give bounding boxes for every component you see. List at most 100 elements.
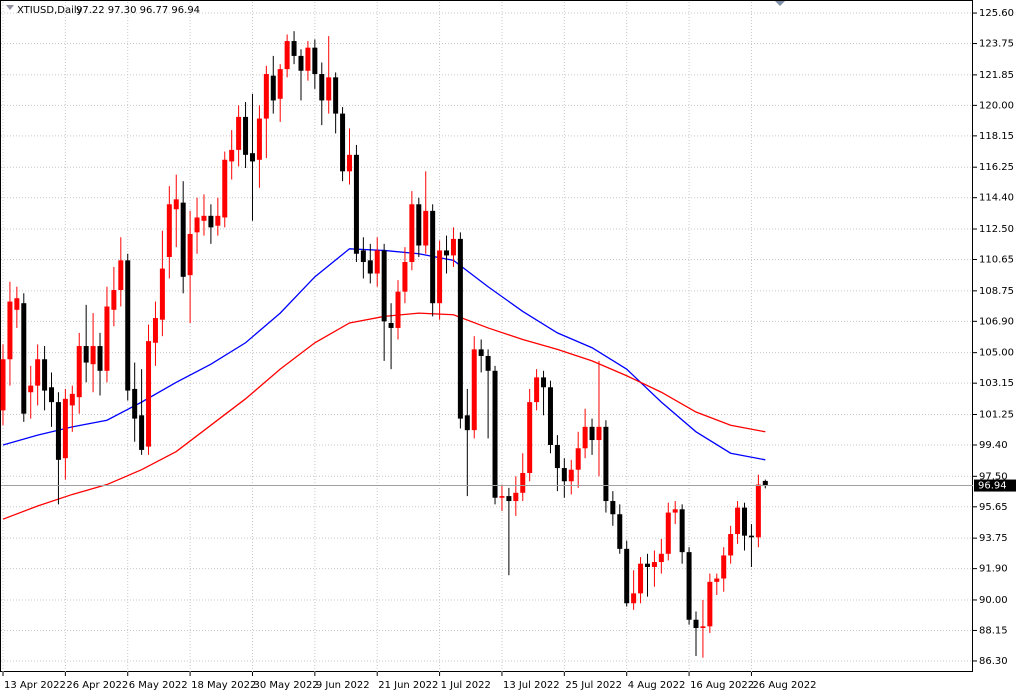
candle-body — [180, 202, 186, 277]
candle-body — [374, 250, 380, 274]
y-tick-label: 88.15 — [979, 625, 1008, 636]
y-tick-label: 121.85 — [979, 70, 1014, 81]
candle-body — [755, 484, 761, 538]
x-tick-label: 16 Aug 2022 — [690, 680, 754, 691]
candle-body — [256, 118, 262, 160]
candle-body — [728, 534, 734, 556]
candle-body — [658, 553, 664, 563]
candle-body — [721, 555, 727, 579]
candle-body — [381, 250, 387, 322]
candle-body — [437, 250, 443, 304]
candle-body — [478, 349, 484, 356]
candle-body — [561, 468, 567, 482]
candle-body — [139, 415, 145, 450]
y-tick-label: 120.00 — [979, 100, 1014, 111]
y-tick-label: 91.90 — [979, 564, 1008, 575]
candle-body — [748, 535, 754, 538]
candle-body — [617, 514, 623, 549]
candle-body — [450, 238, 456, 256]
candle-body — [284, 41, 290, 70]
candle-body — [492, 370, 498, 498]
candle-body — [610, 501, 616, 515]
candle-body — [541, 377, 547, 388]
candle-body — [644, 563, 650, 567]
candle-body — [69, 393, 75, 406]
candle-body — [416, 204, 422, 246]
candle-body — [665, 512, 671, 554]
candle-body — [14, 298, 20, 310]
candle-body — [312, 47, 318, 75]
symbol-icon — [6, 5, 14, 10]
candle-body — [215, 215, 221, 226]
candle-body — [229, 149, 235, 162]
y-tick-label: 99.40 — [979, 440, 1008, 451]
candle-body — [360, 250, 366, 262]
candle-body — [326, 77, 332, 101]
y-tick-label: 97.50 — [979, 471, 1008, 482]
candle-body — [298, 55, 304, 71]
x-tick-label: 6 May 2022 — [129, 680, 188, 691]
candle-body — [319, 74, 325, 101]
candle-body — [194, 217, 200, 233]
shift-marker — [775, 1, 785, 6]
candle-body — [111, 290, 117, 310]
y-tick-label: 116.25 — [979, 162, 1014, 173]
candle-body — [471, 349, 477, 431]
candle-body — [0, 359, 6, 411]
candle-body — [222, 159, 228, 218]
candle-body — [7, 301, 13, 360]
candle-body — [55, 402, 61, 460]
candle-body — [485, 355, 491, 371]
candle-body — [520, 473, 526, 493]
candle-body — [367, 260, 373, 274]
candle-body — [62, 398, 68, 459]
quote: 97.22 97.30 96.77 96.94 — [76, 5, 200, 16]
x-tick-label: 13 Jul 2022 — [503, 680, 560, 691]
x-tick-label: 4 Aug 2022 — [628, 680, 686, 691]
x-tick-label: 26 Apr 2022 — [66, 680, 128, 691]
candle-body — [97, 346, 103, 371]
candle-body — [146, 341, 152, 447]
candle-body — [132, 388, 138, 419]
candle-body — [423, 210, 429, 246]
x-tick-label: 13 Apr 2022 — [4, 680, 66, 691]
x-tick-label: 21 Jun 2022 — [378, 680, 438, 691]
candle-body — [90, 346, 96, 365]
candle-body — [742, 507, 748, 536]
y-tick-label: 123.75 — [979, 39, 1014, 50]
candle-body — [464, 415, 470, 431]
candle-body — [263, 74, 269, 119]
candle-body — [638, 563, 644, 594]
candle-body — [631, 593, 637, 604]
candle-body — [291, 41, 297, 56]
candle-body — [534, 377, 540, 403]
y-tick-label: 110.65 — [979, 255, 1014, 266]
candle-body — [333, 77, 339, 114]
candle-body — [409, 204, 415, 262]
candle-body — [208, 215, 214, 228]
candle-body — [104, 306, 110, 371]
candle-body — [249, 153, 255, 162]
candle-body — [547, 387, 553, 445]
candle-body — [402, 261, 408, 292]
candle-body — [347, 154, 352, 172]
x-tick-label: 18 May 2022 — [191, 680, 256, 691]
candle-body — [444, 250, 450, 256]
x-tick-label: 25 Jul 2022 — [565, 680, 622, 691]
candle-body — [353, 154, 359, 254]
candle-body — [554, 444, 560, 469]
candle-body — [679, 509, 685, 553]
y-tick-label: 106.90 — [979, 316, 1014, 327]
candle-body — [513, 492, 519, 502]
candle-body — [395, 291, 401, 328]
candle-body — [28, 385, 34, 393]
y-tick-label: 101.25 — [979, 409, 1014, 420]
candle-body — [118, 260, 124, 291]
candle-body — [35, 359, 41, 386]
candle-body — [173, 199, 179, 210]
chart-title: XTIUSD,Daily — [17, 5, 83, 16]
y-tick-label: 86.30 — [979, 656, 1008, 667]
x-tick-label: 30 May 2022 — [253, 680, 318, 691]
